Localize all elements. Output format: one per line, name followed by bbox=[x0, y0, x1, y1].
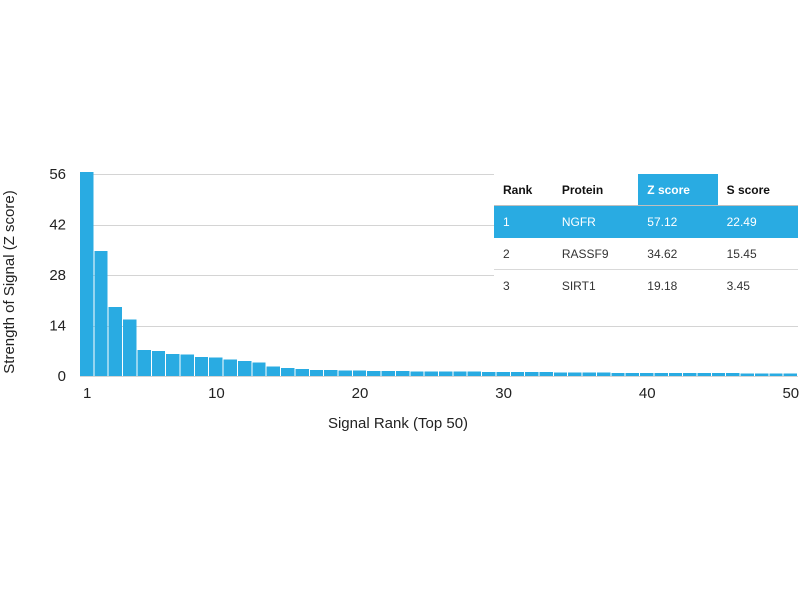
bar bbox=[108, 306, 123, 376]
bar bbox=[194, 357, 209, 376]
x-axis-title: Signal Rank (Top 50) bbox=[328, 415, 468, 432]
x-tick-label: 10 bbox=[208, 385, 225, 402]
bar bbox=[596, 372, 611, 376]
x-tick-labels: 1 10 20 30 40 50 bbox=[83, 385, 799, 402]
bar bbox=[496, 372, 510, 376]
bar bbox=[237, 360, 252, 376]
bar bbox=[711, 373, 726, 376]
bar bbox=[324, 370, 338, 376]
bar bbox=[640, 372, 654, 376]
bar bbox=[137, 350, 151, 376]
table-header-row: Rank Protein Z score S score bbox=[494, 174, 798, 206]
bar bbox=[381, 370, 395, 376]
cell-z-score: 19.18 bbox=[647, 278, 678, 293]
bar bbox=[80, 172, 94, 376]
cell-z-score: 57.12 bbox=[638, 205, 718, 238]
header-protein: Protein bbox=[552, 174, 639, 206]
table-row: 2 RASSF9 34.62 15.45 bbox=[494, 237, 798, 270]
bar bbox=[352, 370, 367, 376]
x-tick-label: 40 bbox=[639, 385, 656, 402]
bar bbox=[309, 369, 324, 376]
bar bbox=[338, 370, 352, 376]
bar bbox=[151, 351, 166, 376]
bar bbox=[439, 371, 453, 376]
y-axis-title: Strength of Signal (Z score) bbox=[1, 190, 18, 373]
y-tick-labels: 0 14 28 42 56 bbox=[49, 166, 66, 385]
bar bbox=[166, 353, 180, 376]
x-tick-label: 30 bbox=[495, 385, 512, 402]
bar bbox=[783, 373, 797, 376]
bar bbox=[123, 319, 137, 376]
bar bbox=[683, 372, 697, 376]
bar bbox=[467, 371, 482, 376]
y-tick-label: 42 bbox=[49, 217, 66, 234]
cell-rank: 2 bbox=[494, 237, 553, 270]
bar bbox=[367, 370, 381, 376]
header-rank: Rank bbox=[494, 174, 553, 206]
cell-protein: SIRT1 bbox=[561, 278, 596, 293]
bar bbox=[539, 372, 553, 376]
bar bbox=[726, 373, 740, 376]
bar bbox=[252, 362, 266, 376]
bars bbox=[80, 172, 797, 376]
bar bbox=[424, 371, 438, 376]
bar bbox=[553, 372, 568, 376]
bar bbox=[94, 251, 108, 376]
cell-protein: RASSF9 bbox=[552, 237, 639, 270]
bar bbox=[209, 357, 223, 376]
bar bbox=[611, 372, 625, 376]
bar bbox=[266, 366, 281, 376]
bar bbox=[568, 372, 582, 376]
x-tick-label: 20 bbox=[352, 385, 369, 402]
y-tick-label: 14 bbox=[49, 318, 66, 335]
bar bbox=[740, 373, 754, 376]
header-z-score: Z score bbox=[638, 174, 718, 206]
table-row: 3 SIRT1 19.18 3.45 bbox=[494, 270, 798, 302]
cell-s-score: 15.45 bbox=[717, 237, 798, 270]
cell-rank: 3 bbox=[503, 278, 510, 293]
top-signals-table: Rank Protein Z score S score 1 NGFR 57.1… bbox=[494, 174, 798, 301]
bar bbox=[525, 372, 539, 376]
bar bbox=[180, 354, 194, 376]
bar bbox=[395, 371, 410, 376]
bar bbox=[754, 373, 769, 376]
x-tick-label: 50 bbox=[782, 385, 799, 402]
bar bbox=[582, 372, 596, 376]
cell-z-score: 34.62 bbox=[638, 237, 718, 270]
y-tick-label: 0 bbox=[58, 368, 66, 385]
bar bbox=[625, 372, 640, 376]
cell-s-score: 3.45 bbox=[726, 278, 750, 293]
y-tick-label: 28 bbox=[49, 267, 66, 284]
bar bbox=[281, 368, 295, 376]
bar bbox=[769, 373, 783, 376]
cell-protein: NGFR bbox=[552, 205, 639, 238]
cell-rank: 1 bbox=[494, 205, 553, 238]
bar bbox=[223, 359, 237, 376]
x-tick-label: 1 bbox=[83, 385, 91, 402]
bar bbox=[697, 373, 711, 376]
header-s-score: S score bbox=[717, 174, 798, 206]
bar bbox=[453, 371, 467, 376]
bar bbox=[295, 369, 309, 376]
bar bbox=[668, 372, 683, 376]
bar bbox=[510, 372, 525, 376]
bar bbox=[654, 372, 668, 376]
bar bbox=[410, 371, 424, 376]
y-tick-label: 56 bbox=[49, 166, 66, 183]
table-row: 1 NGFR 57.12 22.49 bbox=[494, 205, 798, 238]
bar bbox=[482, 371, 496, 376]
cell-s-score: 22.49 bbox=[717, 205, 798, 238]
